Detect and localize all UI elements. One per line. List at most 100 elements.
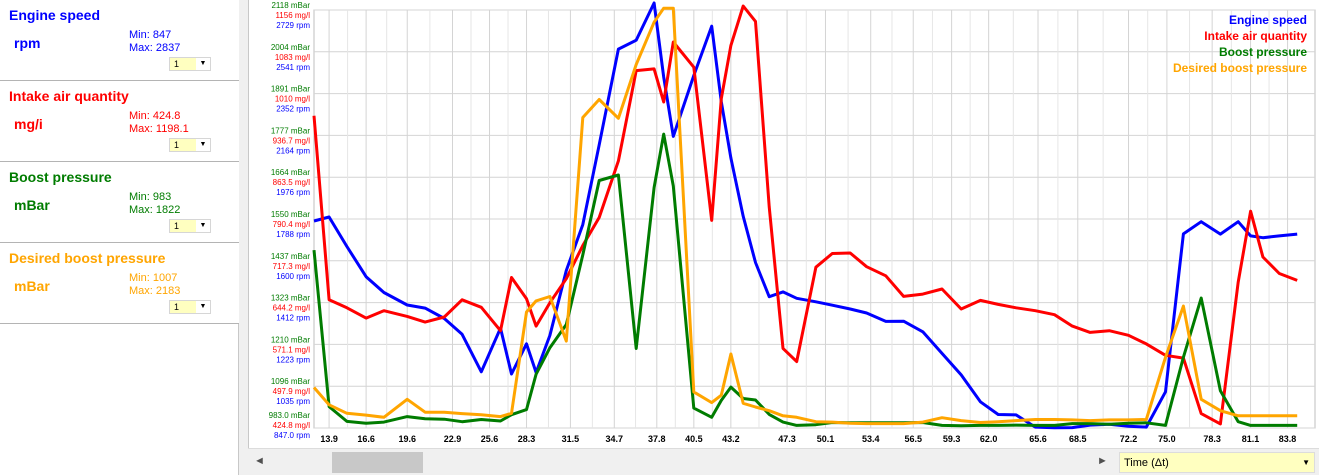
channel-max: Max: 2837 (129, 42, 181, 54)
channel-scale-value: 1 (174, 302, 180, 312)
y-axis-tick-label: 1156 mg/l (275, 11, 310, 20)
y-axis-tick-label: 2004 mBar (271, 43, 310, 52)
channel-min: Min: 847 (129, 29, 172, 41)
legend-entry: Engine speed (1229, 13, 1307, 27)
y-axis-tick-label: 717.3 mg/l (273, 262, 311, 271)
y-axis-tick-label: 2164 rpm (276, 146, 310, 155)
y-axis-tick-label: 1323 mBar (271, 294, 310, 303)
channel-max: Max: 2183 (129, 285, 181, 297)
channel-panel-desired-boost: Desired boost pressure mBar Min: 1007 Ma… (0, 243, 239, 324)
channel-title: Desired boost pressure (9, 250, 166, 266)
legend-entry: Intake air quantity (1204, 29, 1307, 43)
y-axis-tick-label: 1083 mg/l (275, 53, 310, 62)
channel-panel-boost-pressure: Boost pressure mBar Min: 983 Max: 1822 1… (0, 162, 239, 243)
chevron-down-icon[interactable]: ▼ (1302, 458, 1310, 467)
y-axis-tick-label: 424.8 mg/l (273, 421, 311, 430)
chart-area[interactable]: 2118 mBar 1156 mg/l 2729 rpm 2004 mBar 1083 … (248, 0, 1319, 475)
x-axis-tick-label: 40.5 (685, 434, 703, 444)
y-axis-tick-label: 1891 mBar (271, 85, 310, 94)
scrollbar-thumb[interactable] (332, 452, 423, 473)
channel-scale-value: 1 (174, 221, 180, 231)
x-axis-tick-label: 81.1 (1242, 434, 1260, 444)
channel-unit: mBar (14, 197, 50, 213)
y-axis-tick-label: 2729 rpm (276, 21, 310, 30)
y-axis-tick-label: 1664 mBar (271, 168, 310, 177)
y-axis-tick-label: 497.9 mg/l (273, 387, 311, 396)
channel-scale-value: 1 (174, 140, 180, 150)
x-axis-tick-label: 28.3 (518, 434, 536, 444)
series-line (312, 6, 1298, 426)
x-axis-mode-value: Time (Δt) (1124, 457, 1169, 469)
y-axis-tick-label: 983.0 mBar (269, 411, 311, 420)
y-axis-tick-label: 936.7 mg/l (273, 136, 311, 145)
x-axis-tick-label: 65.6 (1029, 434, 1047, 444)
scroll-left-icon[interactable]: ◄ (254, 455, 265, 467)
x-axis-tick-label: 43.2 (722, 434, 740, 444)
y-axis-tick-label: 571.1 mg/l (273, 345, 311, 354)
y-axis-tick-label: 1210 mBar (271, 335, 310, 344)
chevron-down-icon[interactable]: ▼ (196, 301, 210, 313)
x-axis-tick-label: 78.3 (1203, 434, 1221, 444)
x-axis-tick-label: 56.5 (904, 434, 922, 444)
x-axis-tick-label: 62.0 (980, 434, 998, 444)
scroll-right-icon[interactable]: ► (1097, 455, 1108, 467)
x-axis-tick-label: 19.6 (398, 434, 416, 444)
channel-unit: mBar (14, 278, 50, 294)
x-axis-tick-label: 53.4 (862, 434, 880, 444)
channel-min: Min: 983 (129, 191, 172, 203)
channel-sidebar: Engine speed rpm Min: 847 Max: 2837 1 ▼ … (0, 0, 239, 475)
y-axis-tick-label: 1550 mBar (271, 210, 310, 219)
x-axis-tick-label: 50.1 (817, 434, 835, 444)
y-axis-tick-label: 1412 rpm (276, 314, 310, 323)
channel-scale-select[interactable]: 1 ▼ (169, 138, 211, 152)
chevron-down-icon[interactable]: ▼ (196, 58, 210, 70)
channel-title: Boost pressure (9, 169, 112, 185)
chevron-down-icon[interactable]: ▼ (196, 139, 210, 151)
channel-panel-engine-speed: Engine speed rpm Min: 847 Max: 2837 1 ▼ (0, 0, 239, 81)
y-axis-tick-label: 1976 rpm (276, 188, 310, 197)
x-axis-tick-label: 47.3 (778, 434, 796, 444)
x-axis-tick-label: 59.3 (943, 434, 961, 444)
series-line (312, 4, 1298, 426)
x-axis-tick-label: 16.6 (357, 434, 375, 444)
channel-scale-select[interactable]: 1 ▼ (169, 300, 211, 314)
x-axis-mode-select[interactable]: Time (Δt) ▼ (1119, 452, 1315, 473)
channel-min: Min: 1007 (129, 272, 178, 284)
y-axis-tick-label: 1035 rpm (276, 397, 310, 406)
channel-scale-select[interactable]: 1 ▼ (169, 219, 211, 233)
x-axis-tick-label: 34.7 (606, 434, 624, 444)
channel-title: Engine speed (9, 7, 101, 23)
y-axis-tick-label: 847.0 rpm (274, 431, 310, 440)
x-axis-tick-label: 83.8 (1279, 434, 1297, 444)
x-axis-tick-label: 25.6 (481, 434, 499, 444)
legend-entry: Boost pressure (1219, 45, 1307, 59)
y-axis-tick-label: 644.2 mg/l (273, 304, 311, 313)
y-axis-tick-label: 2118 mBar (271, 1, 310, 10)
y-axis-tick-label: 1600 rpm (276, 272, 310, 281)
x-axis-tick-label: 37.8 (648, 434, 666, 444)
x-axis-tick-label: 13.9 (320, 434, 338, 444)
channel-scale-select[interactable]: 1 ▼ (169, 57, 211, 71)
x-axis-tick-label: 31.5 (562, 434, 580, 444)
y-axis-tick-label: 790.4 mg/l (273, 220, 311, 229)
channel-unit: rpm (14, 35, 41, 51)
x-axis-tick-label: 22.9 (444, 434, 462, 444)
x-axis-tick-label: 75.0 (1158, 434, 1176, 444)
y-axis-tick-label: 1223 rpm (276, 355, 310, 364)
series-line (313, 1, 1298, 430)
series-line (312, 132, 1298, 428)
y-axis-tick-label: 1777 mBar (271, 126, 310, 135)
channel-scale-value: 1 (174, 59, 180, 69)
channel-panel-intake-air: Intake air quantity mg/i Min: 424.8 Max:… (0, 81, 239, 162)
x-axis-tick-label: 72.2 (1120, 434, 1138, 444)
y-axis-tick-label: 1788 rpm (276, 230, 310, 239)
channel-unit: mg/i (14, 116, 43, 132)
channel-min: Min: 424.8 (129, 110, 181, 122)
y-axis-tick-label: 1437 mBar (271, 252, 310, 261)
y-axis-tick-label: 1010 mg/l (275, 95, 310, 104)
chevron-down-icon[interactable]: ▼ (196, 220, 210, 232)
channel-max: Max: 1198.1 (129, 123, 189, 135)
y-axis-tick-label: 2352 rpm (276, 105, 310, 114)
y-axis-tick-label: 863.5 mg/l (273, 178, 311, 187)
